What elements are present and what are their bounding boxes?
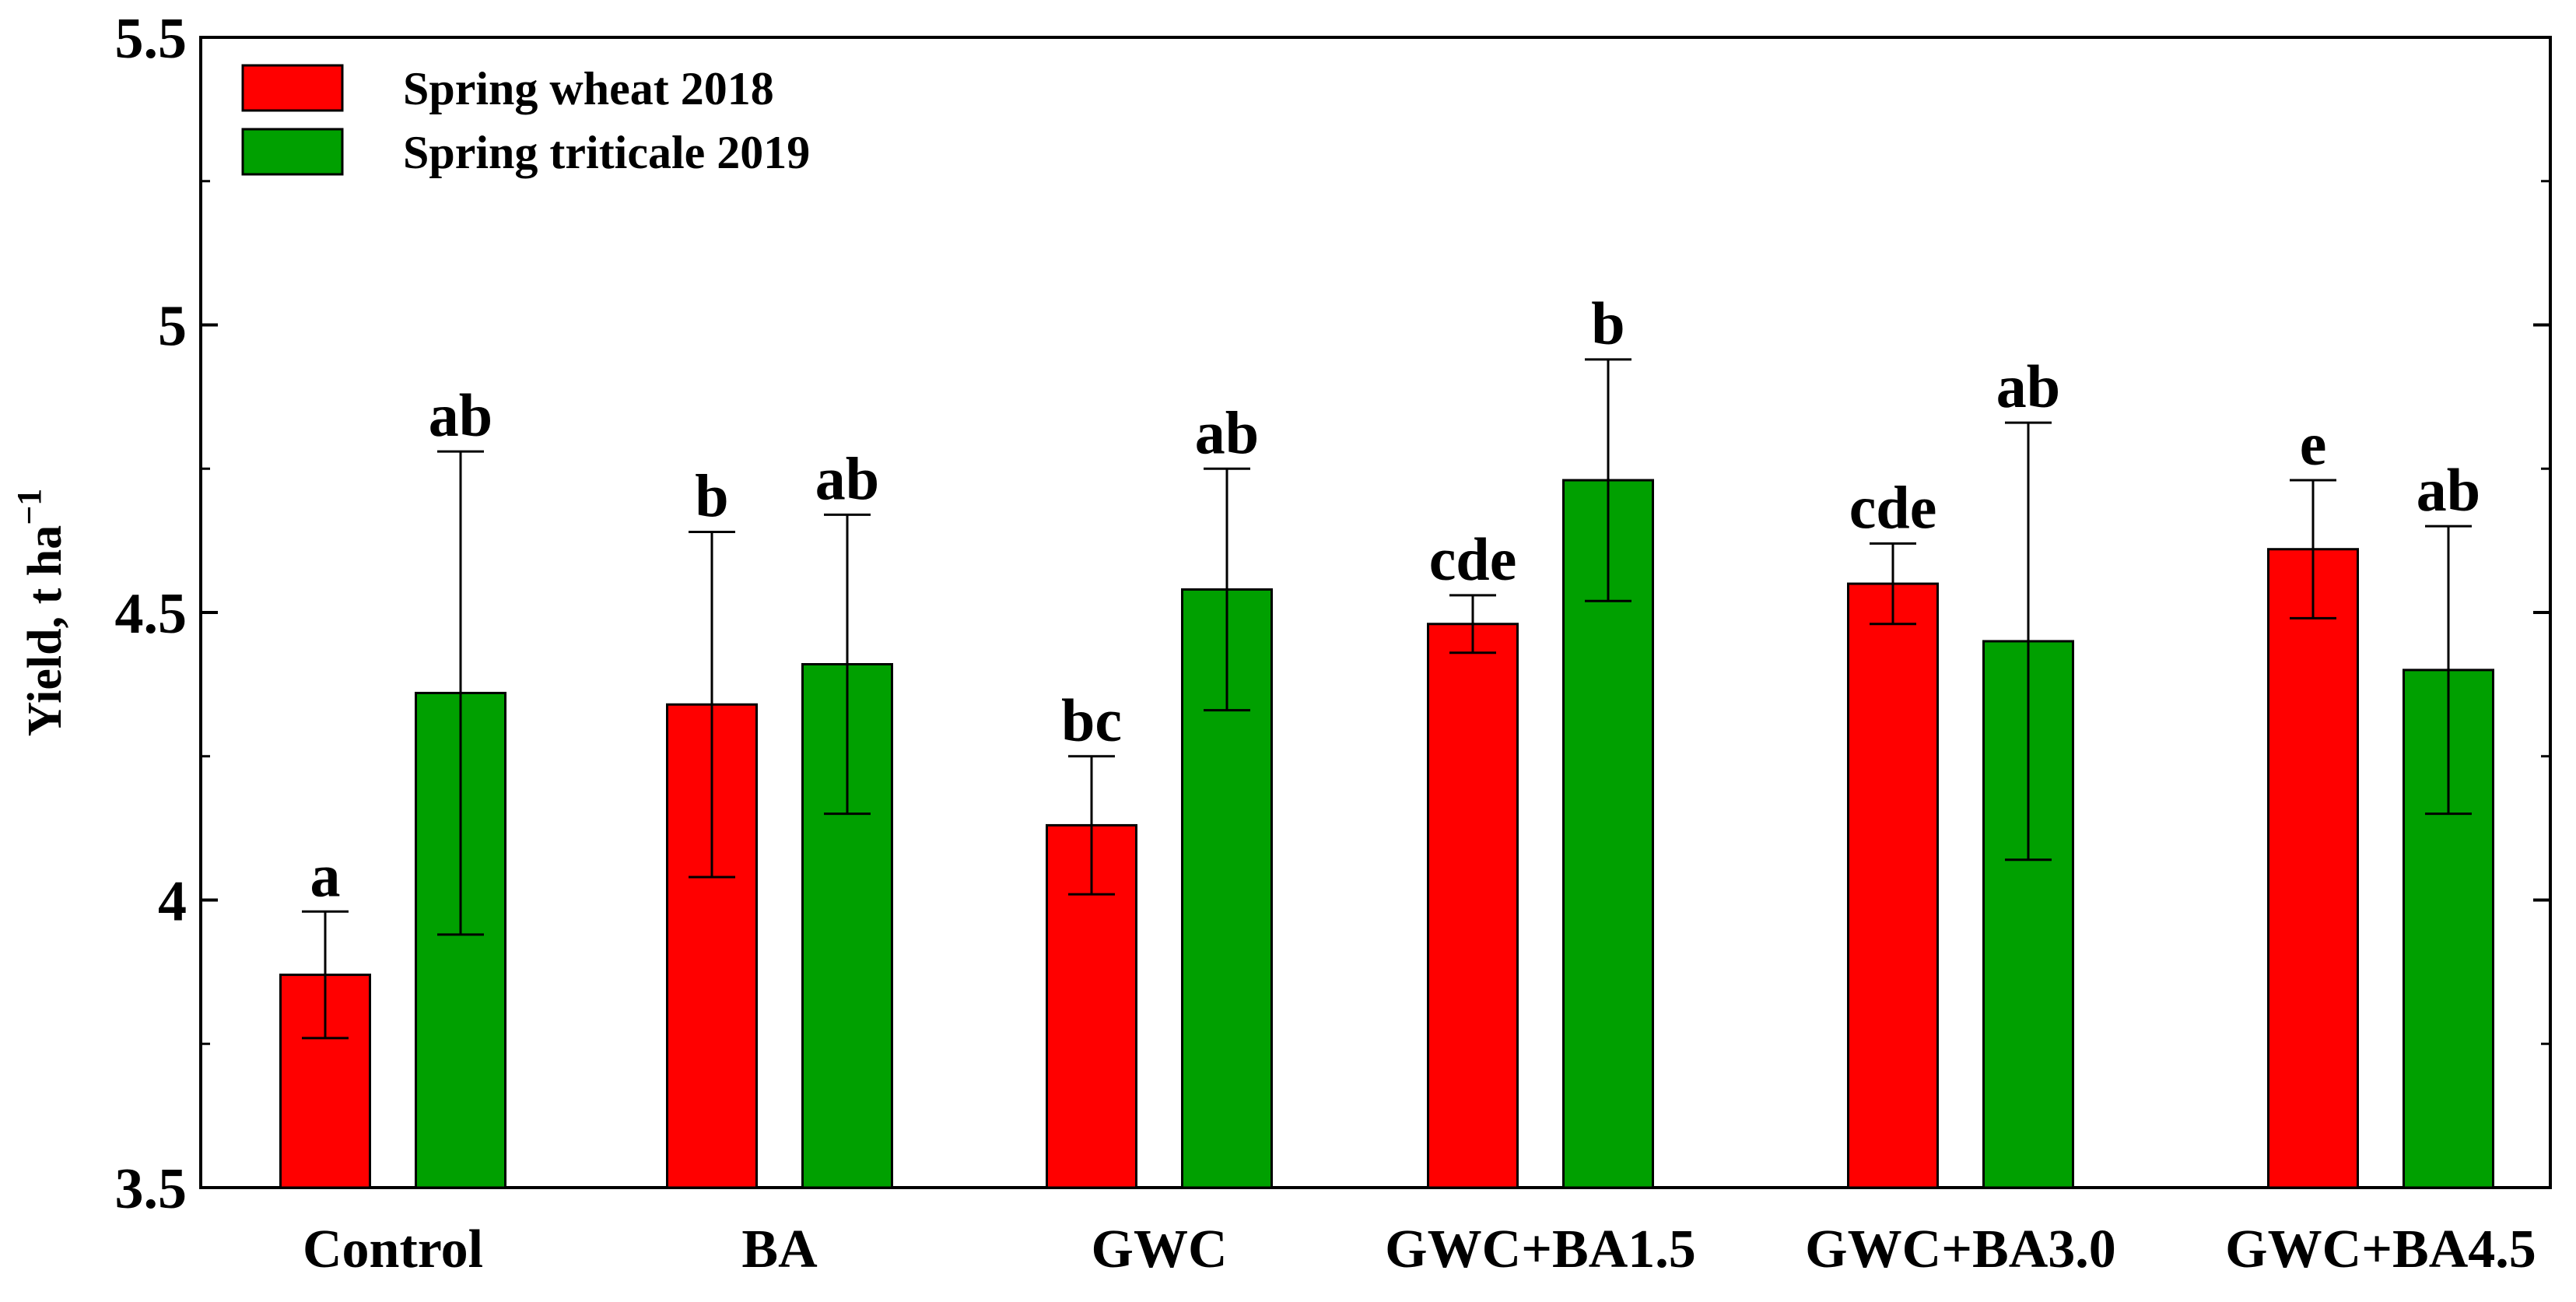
x-tick-label: GWC	[1092, 1220, 1228, 1279]
y-axis-label-superscript: −1	[10, 489, 48, 525]
y-axis-label-group: Yield, t ha−1	[10, 489, 72, 737]
y-axis-label: Yield, t ha−1	[10, 489, 72, 737]
bar-wheat	[279, 974, 371, 1189]
significance-label: b	[1591, 290, 1624, 357]
significance-label: ab	[815, 444, 879, 512]
legend: Spring wheat 2018 Spring triticale 2019	[241, 63, 810, 178]
x-tick-label: GWC+BA1.5	[1385, 1220, 1696, 1279]
y-tick-label: 4	[158, 870, 187, 934]
x-tick-label: GWC+BA3.0	[1805, 1220, 2116, 1279]
significance-label: ab	[429, 381, 492, 449]
x-tick-label: BA	[741, 1220, 818, 1279]
plot-area	[199, 36, 2552, 1189]
legend-label: Spring wheat 2018	[403, 63, 774, 114]
bar-wheat	[2267, 548, 2359, 1189]
y-tick-label: 5	[158, 295, 187, 359]
legend-swatch-wheat	[241, 64, 344, 112]
significance-label: ab	[2417, 456, 2480, 524]
significance-label: ab	[1195, 398, 1259, 466]
significance-label: a	[310, 841, 341, 909]
x-tick-label: Control	[303, 1220, 483, 1279]
y-tick-label: 5.5	[115, 7, 188, 71]
bar-wheat	[1427, 623, 1519, 1189]
y-tick-label: 4.5	[115, 582, 188, 646]
significance-label: ab	[1996, 353, 2060, 420]
bar-wheat	[1847, 582, 1939, 1189]
y-axis: 3.5 4 4.5 5 5.5	[115, 7, 2550, 1221]
y-axis-label-text: Yield, t ha	[19, 525, 72, 737]
significance-label: cde	[1849, 473, 1937, 541]
y-tick-label: 3.5	[115, 1157, 188, 1221]
x-axis: Control BA GWC GWC+BA1.5 GWC+BA3.0 GWC+BA4.5	[303, 1220, 2536, 1279]
x-tick-label: GWC+BA4.5	[2225, 1220, 2536, 1279]
legend-swatch-triticale	[241, 128, 344, 176]
legend-label: Spring triticale 2019	[403, 127, 810, 178]
significance-label: cde	[1429, 525, 1517, 593]
significance-label: e	[2300, 410, 2327, 478]
significance-label: bc	[1061, 686, 1122, 754]
significance-label: b	[695, 462, 728, 530]
